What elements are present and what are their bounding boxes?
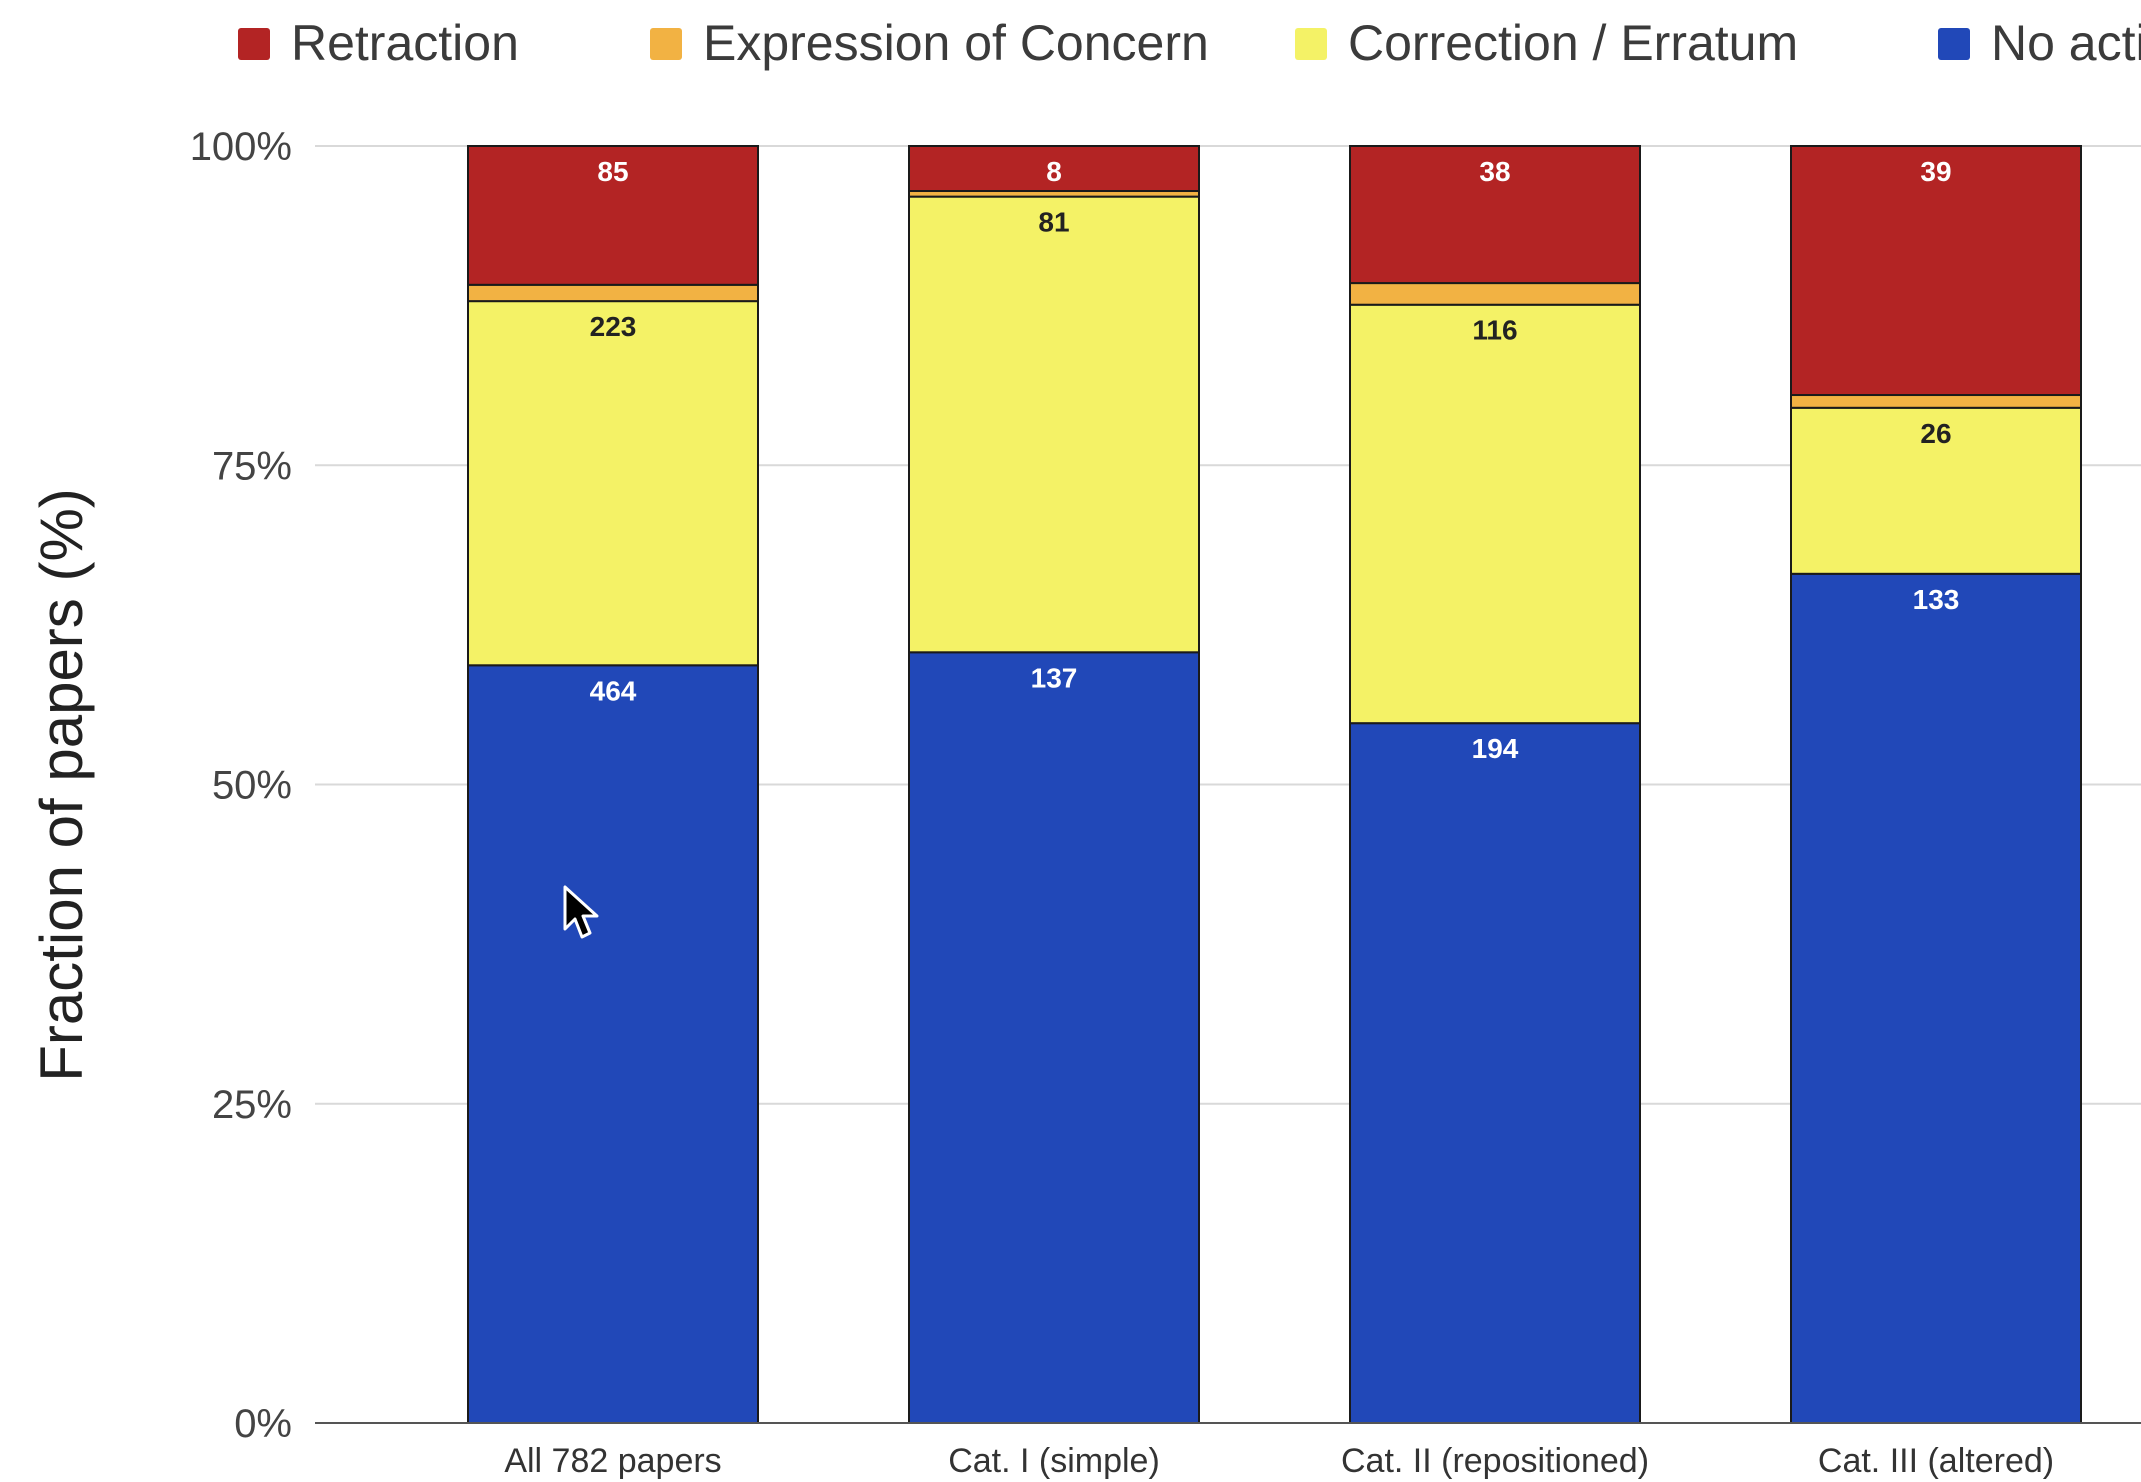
legend-label: No action (1991, 15, 2141, 71)
legend-item-expression-of-concern: Expression of Concern (650, 15, 1209, 71)
legend-swatch (238, 28, 270, 60)
data-label-no-action: 464 (590, 675, 637, 706)
bar-segment-expression-of-concern (1790, 394, 2082, 409)
data-label-correction-erratum: 223 (590, 311, 637, 342)
data-label-correction-erratum: 81 (1038, 207, 1069, 238)
data-label-retraction: 38 (1479, 156, 1510, 187)
bar-segment-retraction (1349, 145, 1641, 285)
data-label-retraction: 8 (1046, 156, 1062, 187)
y-axis-label: Fraction of papers (%) (28, 488, 95, 1082)
x-tick-label: Cat. III (altered) (1818, 1442, 2054, 1480)
legend-label: Retraction (291, 15, 519, 71)
x-axis-ticks: All 782 papers Cat. I (simple) Cat. II (re… (504, 1442, 2054, 1480)
bar-segment-retraction (1790, 145, 2082, 397)
y-tick-label: 25% (212, 1083, 292, 1127)
y-tick-label: 50% (212, 764, 292, 808)
legend-item-retraction: Retraction (238, 15, 519, 71)
bar-segment-no-action (908, 651, 1200, 1424)
legend-label: Expression of Concern (703, 15, 1209, 71)
bar-segment-retraction (467, 145, 759, 286)
x-tick-label: All 782 papers (504, 1442, 721, 1480)
bar-segment-expression-of-concern (467, 283, 759, 303)
x-tick-label: Cat. I (simple) (948, 1442, 1160, 1480)
legend: Retraction Expression of Concern Correctio… (238, 15, 2141, 71)
bar-segment-correction-erratum (1349, 303, 1641, 725)
data-label-retraction: 85 (597, 156, 628, 187)
bar-segment-expression-of-concern (1349, 282, 1641, 306)
legend-item-no-action: No action (1938, 15, 2141, 71)
data-label-correction-erratum: 26 (1920, 418, 1951, 449)
y-tick-label: 75% (212, 444, 292, 488)
data-labels: 464 223 85 137 81 8 194 116 38 133 26 39 (590, 156, 1960, 764)
bar-segment-retraction (908, 145, 1200, 193)
bar-segment-correction-erratum (908, 195, 1200, 654)
legend-swatch (650, 28, 682, 60)
bar-segment-no-action (467, 664, 759, 1424)
data-label-no-action: 133 (1913, 584, 1960, 615)
data-label-retraction: 39 (1920, 156, 1951, 187)
y-tick-label: 0% (234, 1402, 292, 1446)
legend-swatch (1295, 28, 1327, 60)
x-tick-label: Cat. II (repositioned) (1341, 1442, 1649, 1480)
y-axis-ticks: 0% 25% 50% 75% 100% (190, 125, 292, 1446)
bar-segment-no-action (1349, 722, 1641, 1424)
bars (467, 145, 2082, 1424)
data-label-correction-erratum: 116 (1472, 315, 1517, 346)
y-tick-label: 100% (190, 125, 292, 169)
mouse-pointer-icon (563, 885, 599, 939)
bar-segment-no-action (1790, 572, 2082, 1424)
data-label-no-action: 137 (1031, 662, 1078, 693)
data-label-no-action: 194 (1472, 733, 1519, 764)
bar-segment-correction-erratum (467, 300, 759, 667)
bar-segment-correction-erratum (1790, 406, 2082, 575)
legend-item-correction-erratum: Correction / Erratum (1295, 15, 1798, 71)
legend-swatch (1938, 28, 1970, 60)
legend-label: Correction / Erratum (1348, 15, 1798, 71)
